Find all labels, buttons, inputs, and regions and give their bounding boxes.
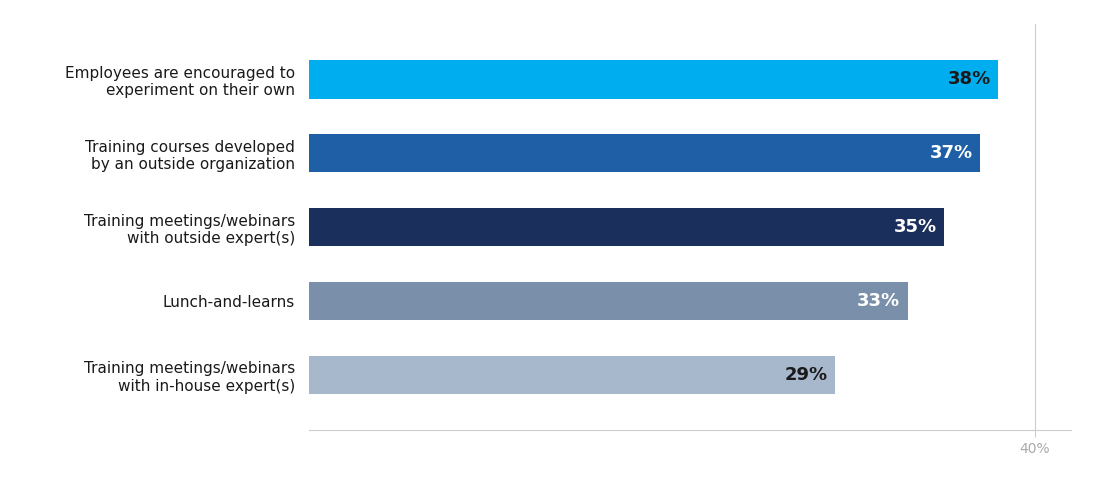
Text: 37%: 37% (930, 144, 973, 162)
Text: 38%: 38% (948, 70, 991, 88)
Bar (309, 134, 980, 173)
Bar (309, 208, 944, 246)
Text: 33%: 33% (858, 292, 901, 310)
Bar (309, 60, 998, 98)
Bar (309, 356, 835, 394)
Text: 29%: 29% (785, 366, 828, 384)
Text: 35%: 35% (893, 218, 936, 236)
Bar (309, 282, 907, 320)
